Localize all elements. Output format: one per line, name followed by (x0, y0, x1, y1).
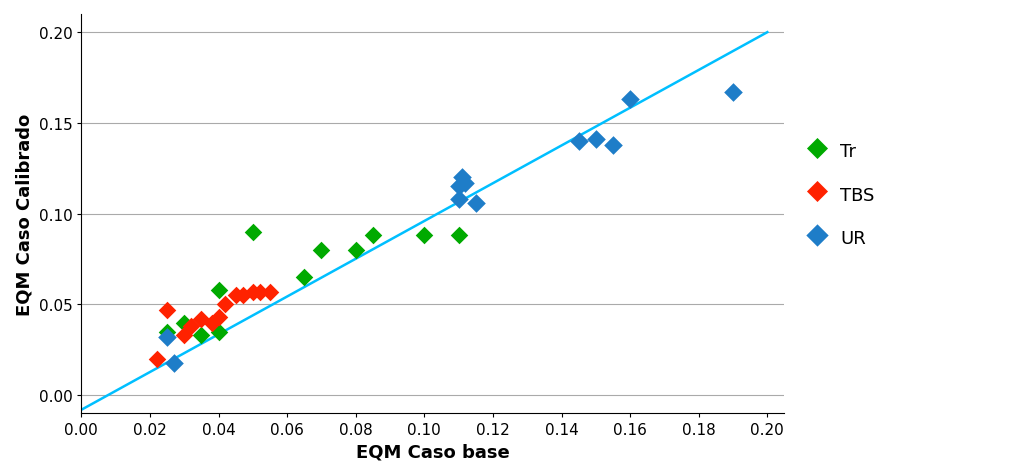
TBS (262, 288, 279, 296)
Tr (176, 319, 193, 327)
TBS (149, 356, 165, 363)
UR (450, 183, 466, 191)
Tr (348, 247, 364, 254)
TBS (252, 288, 268, 296)
TBS (176, 332, 193, 339)
Tr (193, 332, 209, 339)
UR (571, 138, 587, 146)
Tr (313, 247, 329, 254)
UR (467, 199, 484, 207)
TBS (183, 323, 199, 330)
Tr (296, 274, 313, 281)
UR (724, 89, 741, 97)
Tr (159, 328, 175, 336)
TBS (217, 301, 233, 308)
UR (450, 196, 466, 204)
TBS (234, 292, 251, 299)
UR (605, 141, 621, 149)
Tr (211, 287, 227, 294)
UR (457, 179, 474, 187)
TBS (211, 314, 227, 321)
Legend: Tr, TBS, UR: Tr, TBS, UR (801, 132, 882, 256)
UR (454, 174, 471, 182)
Tr (364, 232, 381, 240)
TBS (193, 316, 209, 323)
UR (159, 334, 175, 341)
UR (166, 359, 183, 367)
TBS (227, 292, 244, 299)
TBS (159, 307, 175, 314)
X-axis label: EQM Caso base: EQM Caso base (356, 443, 510, 461)
Y-axis label: EQM Caso Calibrado: EQM Caso Calibrado (15, 113, 33, 315)
UR (622, 96, 639, 104)
UR (587, 136, 604, 144)
Tr (245, 228, 261, 236)
TBS (203, 319, 220, 327)
TBS (245, 288, 261, 296)
Tr (211, 328, 227, 336)
Tr (450, 232, 466, 240)
Tr (416, 232, 432, 240)
